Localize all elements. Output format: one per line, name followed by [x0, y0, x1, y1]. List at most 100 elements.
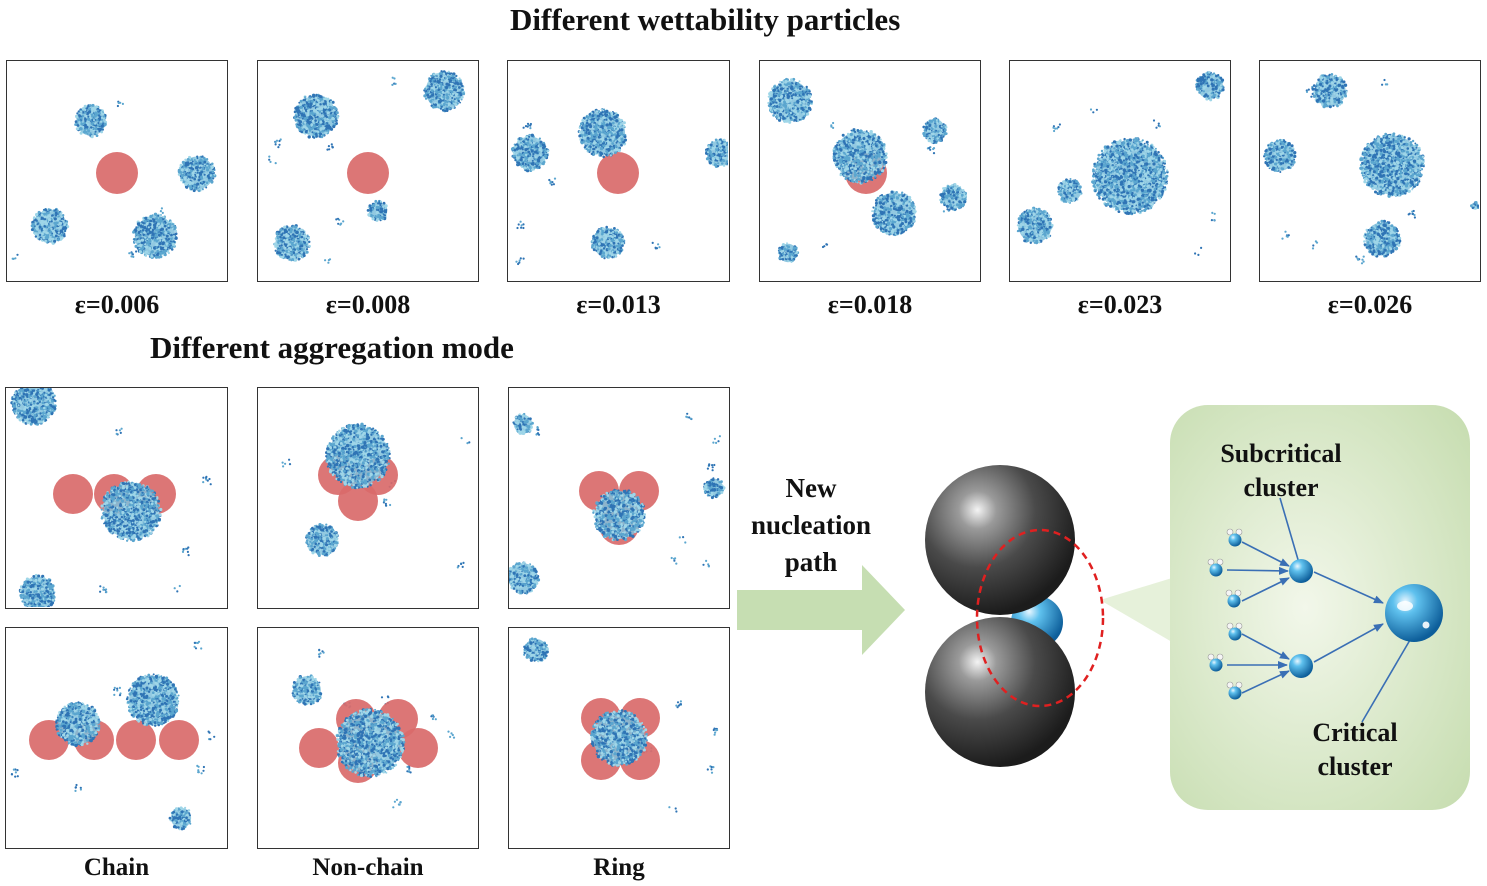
solid-particle: [159, 720, 199, 760]
water-cluster: [1195, 71, 1225, 102]
water-cluster: [523, 637, 549, 663]
water-speck: [548, 177, 557, 186]
water-molecule-icon: [1207, 653, 1224, 672]
simulation-snapshot: [1263, 73, 1479, 265]
wettability-label-2: ε=0.008: [325, 290, 411, 319]
highlight: [1397, 601, 1413, 611]
water-speck: [11, 253, 19, 260]
water-cluster: [74, 103, 108, 139]
water-speck: [706, 463, 716, 472]
water-speck: [522, 122, 532, 130]
solid-particle: [597, 152, 639, 194]
water-speck: [274, 138, 282, 149]
simulation-snapshot: [767, 77, 967, 263]
water-speck: [515, 257, 525, 266]
water-speck: [10, 768, 19, 778]
water-cluster: [871, 190, 917, 237]
aggregation-ring-panel-a: [508, 387, 730, 609]
water-speck: [317, 648, 325, 658]
wettability-label-4: ε=0.018: [827, 290, 913, 319]
critical-line-1: Critical: [1312, 718, 1398, 747]
water-speck: [926, 146, 936, 155]
water-cluster: [939, 183, 967, 212]
water-speck: [670, 556, 678, 565]
water-cluster: [512, 412, 534, 435]
water-speck: [202, 475, 212, 486]
water-speck: [460, 437, 471, 445]
water-speck: [159, 207, 164, 214]
subcritical-cluster-bottom: [1289, 654, 1313, 678]
title-wettability: Different wettability particles: [510, 2, 901, 37]
subcritical-line-1: Subcritical: [1220, 439, 1342, 468]
subcritical-cluster-top: [1289, 559, 1313, 583]
simulation-snapshot: [523, 637, 719, 813]
critical-line-2: cluster: [1317, 752, 1393, 781]
water-cluster: [832, 128, 888, 185]
wettability-panel-6: [1259, 60, 1481, 282]
water-speck: [326, 143, 334, 151]
water-cluster: [18, 573, 56, 607]
simulation-snapshot: [1016, 71, 1225, 256]
water-cluster: [577, 108, 628, 159]
water-molecule-icon: [1226, 622, 1243, 641]
water-molecule-icon: [1226, 528, 1243, 547]
wettability-panel-5: [1009, 60, 1231, 282]
water-cluster: [767, 77, 813, 124]
water-speck: [678, 536, 687, 544]
water-cluster: [1363, 219, 1402, 258]
water-speck: [207, 730, 216, 741]
water-speck: [456, 561, 465, 569]
aggregation-chain-panel-b: [5, 627, 228, 849]
water-speck: [702, 559, 710, 568]
solid-particle: [347, 152, 389, 194]
critical-cluster: [1385, 584, 1443, 642]
water-cluster: [335, 707, 406, 779]
simulation-snapshot: [11, 100, 217, 260]
water-cluster: [366, 199, 388, 222]
wettability-panel-1: [6, 60, 228, 282]
water-speck: [1052, 123, 1061, 133]
water-cluster: [1312, 73, 1348, 109]
water-cluster: [273, 224, 311, 262]
critical-cluster-label: Critical cluster: [1290, 716, 1420, 784]
aggregation-nonchain-panel-a: [257, 387, 479, 609]
water-speck: [392, 798, 402, 809]
water-molecule-icon: [1226, 681, 1243, 700]
water-speck: [99, 585, 108, 594]
water-cluster: [1470, 201, 1479, 210]
water-speck: [706, 765, 715, 774]
water-cluster: [291, 674, 323, 706]
water-speck: [116, 100, 124, 108]
simulation-snapshot: [509, 412, 726, 595]
aggregation-chain-panel-a: [5, 387, 228, 609]
water-cluster: [1057, 178, 1083, 204]
water-speck: [1194, 246, 1203, 256]
water-speck: [113, 686, 122, 697]
aggregation-label-nonchain: Non-chain: [312, 854, 424, 881]
solid-particle: [96, 152, 138, 194]
cluster-arrows: [1226, 497, 1411, 723]
water-cluster: [705, 138, 728, 168]
water-speck: [1152, 119, 1161, 129]
water-speck: [821, 243, 829, 249]
water-cluster: [590, 709, 648, 767]
water-cluster: [592, 488, 646, 542]
aggregation-nonchain-panel-b: [257, 627, 479, 849]
water-speck: [181, 546, 190, 557]
nucleation-path-line-1: New: [785, 473, 837, 503]
solid-particle: [398, 728, 438, 768]
water-cluster: [1016, 206, 1054, 245]
water-cluster: [590, 225, 626, 260]
wettability-panel-4: [759, 60, 981, 282]
water-speck: [535, 426, 541, 436]
dashed-zoom-ellipse: [975, 528, 1105, 708]
particle-sphere-bottom: [925, 617, 1075, 767]
subcritical-cluster-label: Subcritical cluster: [1196, 437, 1366, 505]
wettability-label-6: ε=0.026: [1327, 290, 1413, 319]
solid-particle: [53, 474, 93, 514]
solid-particle: [299, 728, 339, 768]
solid-particle: [338, 481, 378, 521]
aggregation-ring-panel-b: [508, 627, 730, 849]
simulation-snapshot: [10, 640, 216, 831]
